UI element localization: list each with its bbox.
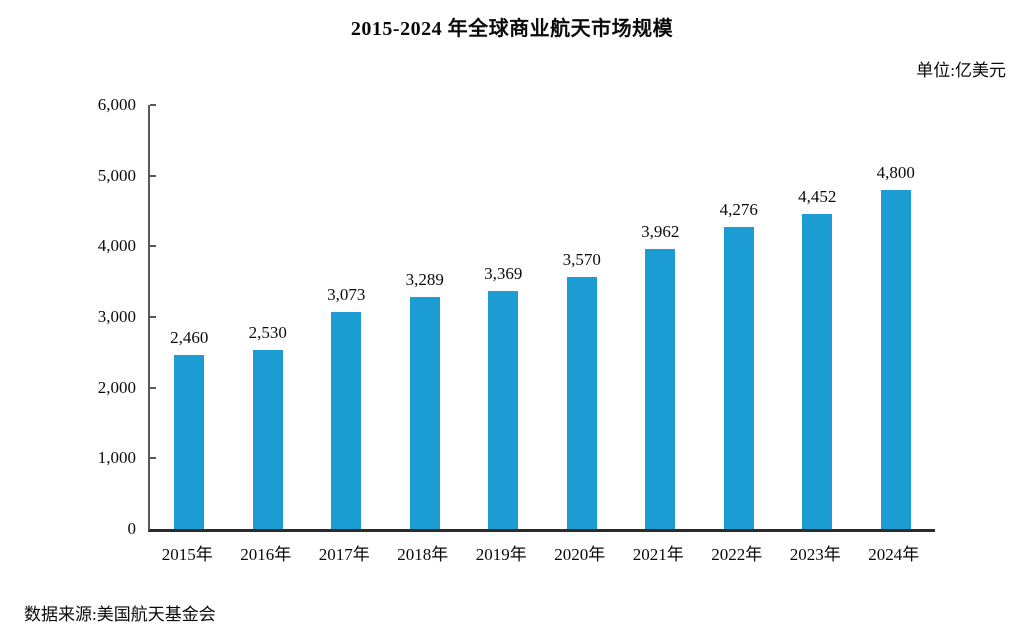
unit-label: 单位:亿美元	[916, 61, 1006, 80]
y-tick-label: 5,000	[97, 165, 136, 185]
y-tick-mark	[150, 104, 156, 106]
plot-area: 2,460 2,530 3,073 3,289 3,369 3,570 3,962 4,276…	[148, 104, 935, 532]
x-tick-label: 2019年	[475, 545, 527, 564]
bar	[331, 311, 362, 529]
bar-value-label: 3,369	[484, 263, 523, 283]
x-tick-label: 2021年	[632, 545, 684, 564]
y-tick-label: 2,000	[97, 377, 136, 397]
y-tick-mark	[150, 245, 156, 248]
y-tick-mark	[150, 174, 156, 177]
bar	[566, 276, 597, 529]
bar-value-label: 4,276	[719, 199, 758, 219]
x-tick-label: 2020年	[554, 545, 606, 564]
bar	[252, 350, 283, 529]
bar	[880, 189, 911, 529]
x-tick-label: 2016年	[240, 545, 292, 564]
bar	[802, 214, 833, 529]
bar	[488, 290, 519, 529]
y-tick-mark	[150, 386, 156, 389]
bar	[174, 355, 205, 529]
source-label: 数据来源:美国航天基金会	[24, 605, 216, 624]
y-tick-mark	[150, 316, 156, 318]
bar-value-label: 2,530	[248, 323, 287, 343]
bar-value-label: 3,962	[641, 222, 680, 242]
x-tick-label: 2022年	[711, 545, 763, 564]
chart-title: 2015-2024 年全球商业航天市场规模	[350, 18, 674, 40]
x-tick-label: 2024年	[868, 545, 920, 564]
y-tick-label: 1,000	[97, 448, 136, 468]
y-tick-label: 0	[127, 519, 137, 538]
x-axis-labels: 2015年 2016年 2017年 2018年 2019年 2020年 2021年 2022年…	[148, 540, 933, 566]
y-axis-labels: 0 1,000 2,000 3,000 4,000 5,000 6,000	[40, 95, 136, 538]
x-tick-label: 2015年	[161, 545, 213, 564]
bar	[409, 296, 440, 529]
bar-value-label: 2,460	[170, 328, 209, 348]
y-tick-label: 3,000	[97, 307, 136, 326]
bar-value-label: 4,800	[876, 162, 915, 182]
bar-value-label: 3,073	[327, 284, 366, 304]
x-tick-label: 2023年	[789, 545, 841, 564]
x-tick-label: 2018年	[397, 545, 449, 564]
y-tick-label: 4,000	[97, 236, 136, 256]
bar-value-label: 4,452	[798, 187, 837, 207]
y-tick-mark	[150, 457, 156, 460]
y-tick-label: 6,000	[97, 95, 136, 114]
x-tick-label: 2017年	[318, 545, 370, 564]
bar	[723, 226, 754, 529]
bar	[645, 249, 676, 529]
bar-value-label: 3,570	[562, 249, 601, 269]
bar-value-label: 3,289	[405, 269, 444, 289]
